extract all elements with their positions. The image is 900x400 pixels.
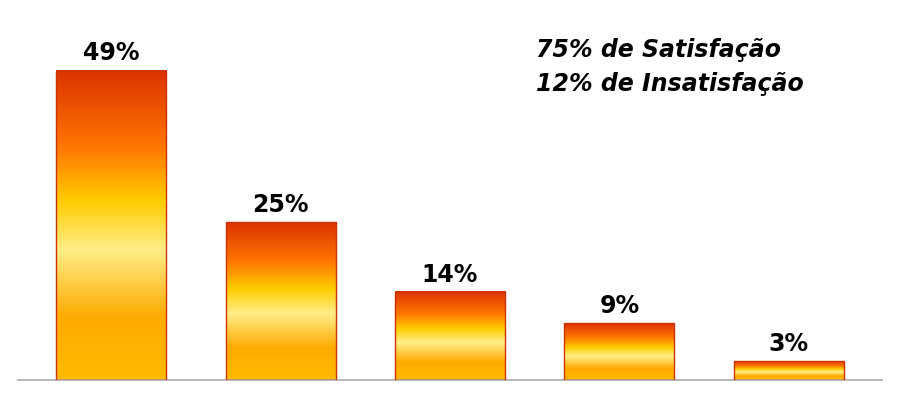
Text: 3%: 3% [769, 332, 809, 356]
Text: 14%: 14% [422, 262, 478, 286]
Bar [395, 292, 505, 380]
Bar [734, 361, 844, 380]
Bar [56, 70, 166, 380]
Text: 25%: 25% [252, 193, 309, 217]
Bar [226, 222, 336, 380]
Text: 9%: 9% [599, 294, 640, 318]
Bar [564, 323, 674, 380]
Text: 49%: 49% [83, 42, 140, 66]
Text: 75% de Satisfação
12% de Insatisfação: 75% de Satisfação 12% de Insatisfação [536, 38, 805, 96]
